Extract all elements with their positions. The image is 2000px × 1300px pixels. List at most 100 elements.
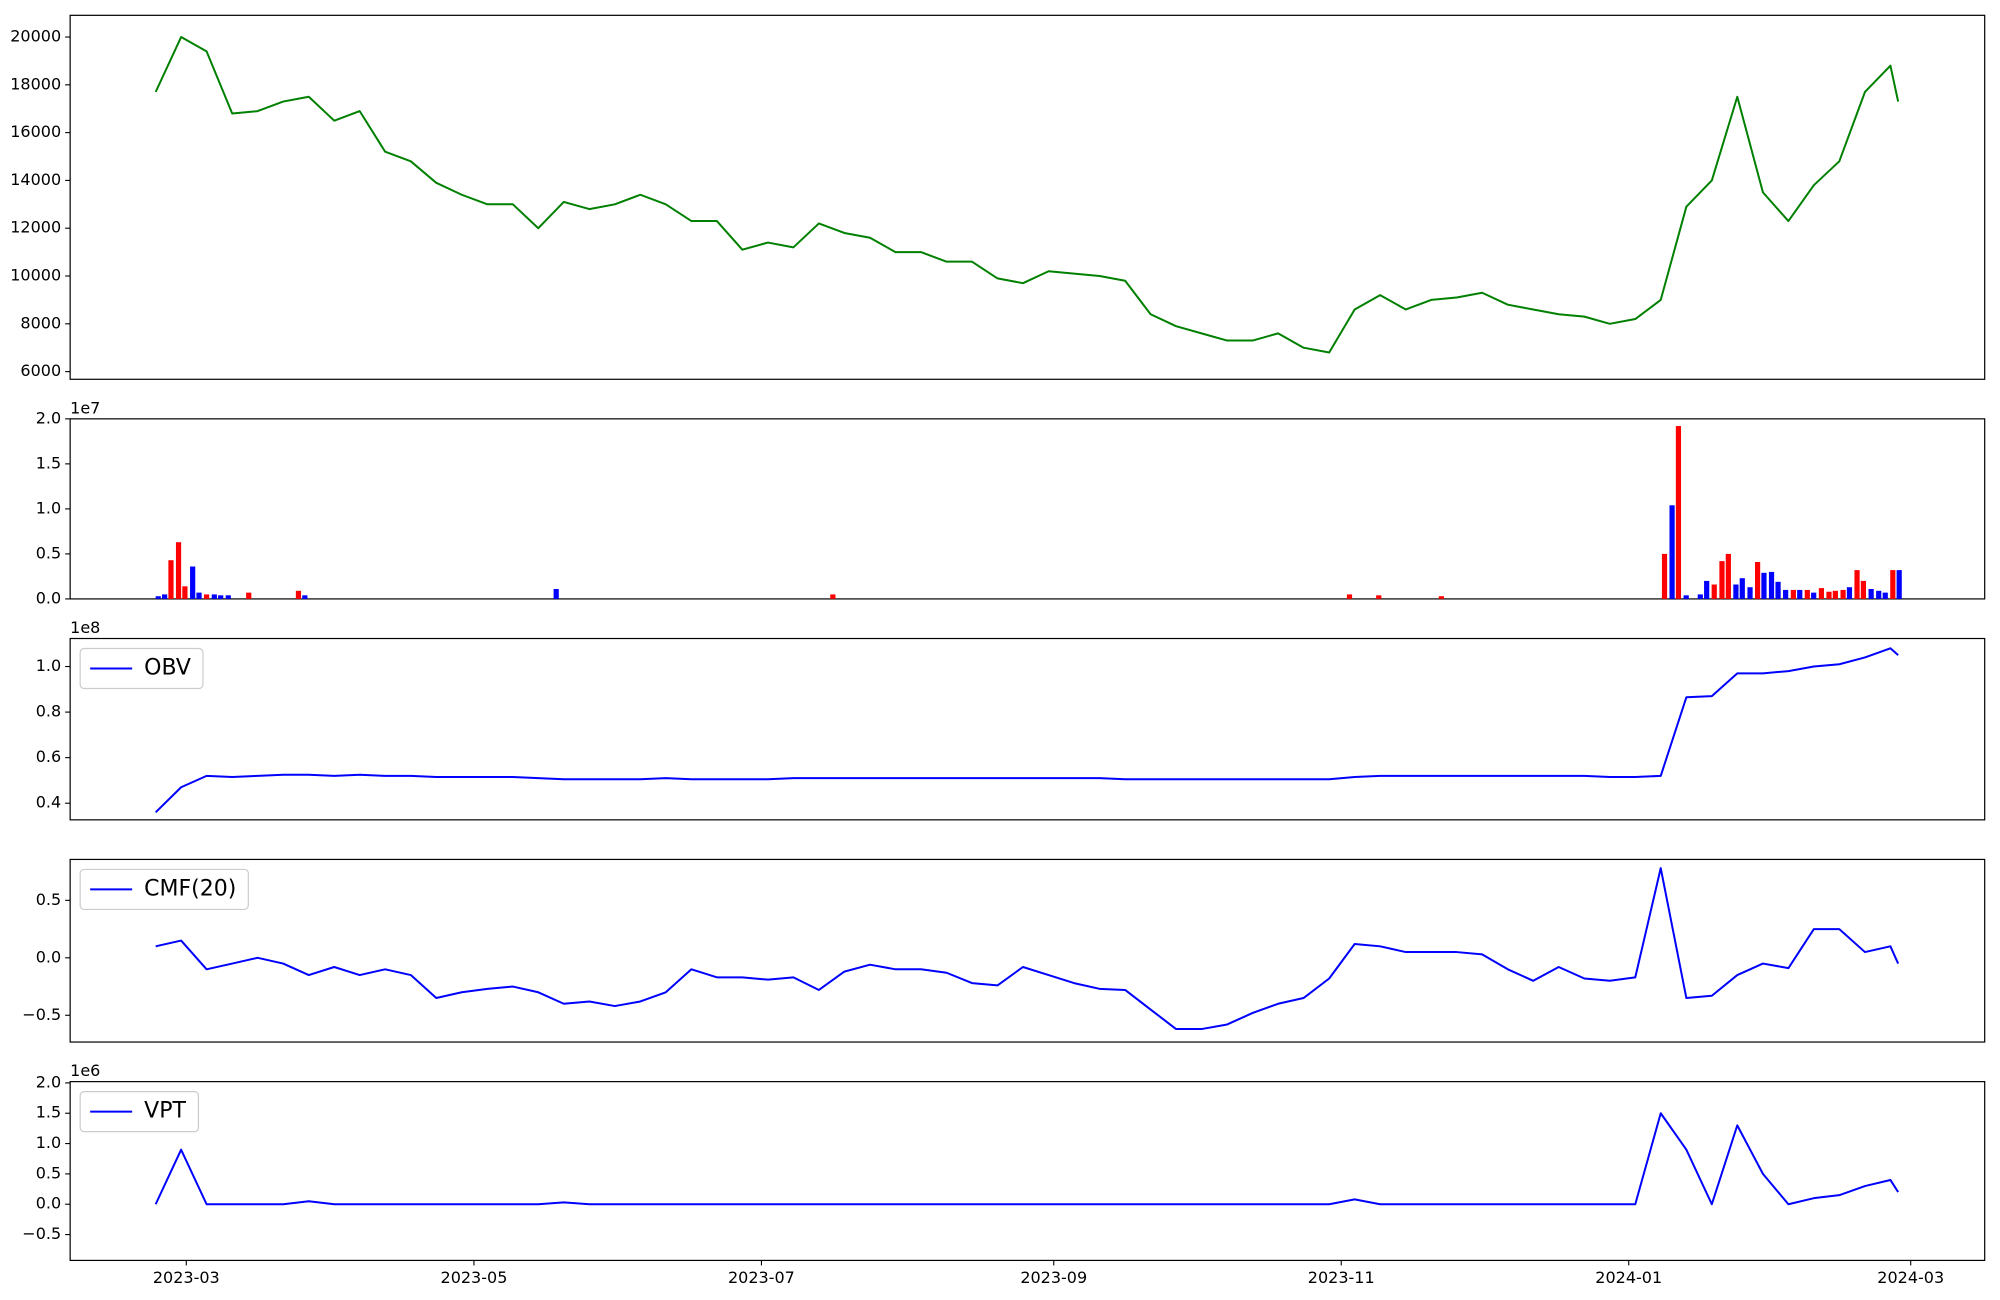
bar — [295, 590, 302, 599]
plot-frame — [69, 14, 1986, 380]
bar — [1438, 596, 1444, 599]
y-tick-label: 1.0 — [36, 656, 61, 675]
y-tick-label: 0.8 — [36, 702, 61, 721]
legend-box — [79, 647, 204, 690]
y-tick-label: 8000 — [20, 313, 61, 332]
bar — [175, 542, 182, 599]
y-tick-label: 1.0 — [36, 498, 61, 517]
y-tick-label: 0.6 — [36, 747, 61, 766]
y-tick-label: 1.0 — [36, 1133, 61, 1152]
y-tick-label: 1.5 — [36, 453, 61, 472]
y-offset-label: 1e7 — [70, 398, 100, 417]
bar — [1346, 594, 1353, 599]
y-tick-label: 1.5 — [36, 1103, 61, 1122]
y-tick-label: 0.5 — [36, 543, 61, 562]
bar — [1747, 587, 1753, 599]
bar — [182, 586, 188, 599]
bar — [1697, 594, 1703, 599]
bar — [225, 595, 231, 599]
x-tick-label: 2023-07 — [728, 1268, 795, 1287]
bar — [302, 595, 308, 599]
legend-label: VPT — [144, 1099, 186, 1124]
bar — [1733, 584, 1739, 599]
legend-label: CMF(20) — [144, 876, 236, 901]
plot-frame — [69, 1081, 1986, 1262]
panel: 6000 8000 10000 12000 14000 16000 18000 20000 — [10, 14, 1986, 380]
y-tick-label: 12000 — [10, 218, 61, 237]
bar — [1896, 570, 1902, 599]
plot-frame — [69, 418, 1986, 600]
y-offset-label: 1e8 — [70, 618, 100, 637]
bar — [1783, 589, 1789, 599]
bar — [1775, 581, 1781, 599]
bar — [1826, 591, 1832, 599]
y-tick-label: 0.0 — [36, 1194, 61, 1213]
legend-box — [79, 1091, 200, 1133]
bar — [1675, 426, 1682, 599]
bar — [1811, 592, 1817, 599]
x-tick-label: 2023-09 — [1020, 1268, 1087, 1287]
bar — [1832, 590, 1838, 599]
bar — [1768, 571, 1775, 599]
legend: CMF(20) — [79, 868, 249, 911]
bar — [1860, 580, 1867, 599]
bar — [1840, 589, 1846, 599]
bar — [1846, 587, 1853, 599]
bar — [190, 566, 196, 599]
bar — [1683, 595, 1689, 599]
bar — [1754, 562, 1761, 599]
panel: 0.0 0.5 1.0 1.5 2.0 1e7 — [36, 398, 1986, 607]
bar — [211, 594, 217, 599]
bar — [553, 589, 559, 599]
plot-frame — [69, 858, 1986, 1043]
bar — [1661, 553, 1668, 599]
y-tick-label: 10000 — [10, 266, 61, 285]
bar — [1797, 589, 1803, 599]
y-tick-label: 2.0 — [36, 1072, 61, 1091]
x-tick-label: 2023-05 — [441, 1268, 508, 1287]
bar — [1854, 570, 1860, 599]
bar — [246, 592, 252, 599]
bar — [203, 594, 210, 599]
bar — [218, 595, 224, 599]
bar — [162, 594, 168, 599]
y-tick-label: −0.5 — [22, 1005, 61, 1024]
legend-label: OBV — [144, 656, 191, 681]
y-tick-label: 16000 — [10, 122, 61, 141]
x-tick-label: 2024-01 — [1595, 1268, 1662, 1287]
bar — [830, 594, 836, 599]
bar — [196, 592, 202, 599]
legend-box — [79, 868, 249, 911]
bar — [1882, 592, 1888, 599]
bar — [1669, 505, 1675, 599]
y-tick-label: 18000 — [10, 74, 61, 93]
x-tick-label: 2023-11 — [1308, 1268, 1375, 1287]
series-line — [154, 36, 1900, 354]
bar — [1711, 584, 1717, 599]
y-tick-label: 20000 — [10, 27, 61, 46]
panel: −0.5 0.0 0.5 1.0 1.5 2.0 1e6 2023-03 2023-05 2023… — [22, 1061, 1986, 1287]
bar — [168, 560, 174, 599]
panel: −0.5 0.0 0.5 CMF(20) — [22, 858, 1986, 1043]
legend: OBV — [79, 647, 204, 690]
bar — [1704, 580, 1710, 599]
bar — [1761, 572, 1767, 599]
series-line — [154, 1112, 1899, 1206]
bar — [155, 596, 161, 599]
plot-frame — [69, 637, 1986, 821]
legend: VPT — [79, 1091, 200, 1133]
y-tick-label: 0.0 — [36, 588, 61, 607]
bar — [1804, 589, 1810, 599]
bar — [1868, 589, 1874, 599]
y-tick-label: 0.0 — [36, 947, 61, 966]
bar — [1790, 589, 1796, 599]
bar — [1719, 561, 1725, 599]
bar — [1890, 570, 1896, 599]
y-tick-label: 0.5 — [36, 890, 61, 909]
bar — [1818, 588, 1825, 599]
y-tick-label: 2.0 — [36, 408, 61, 427]
series-line — [154, 647, 1899, 814]
bar — [1376, 595, 1382, 599]
